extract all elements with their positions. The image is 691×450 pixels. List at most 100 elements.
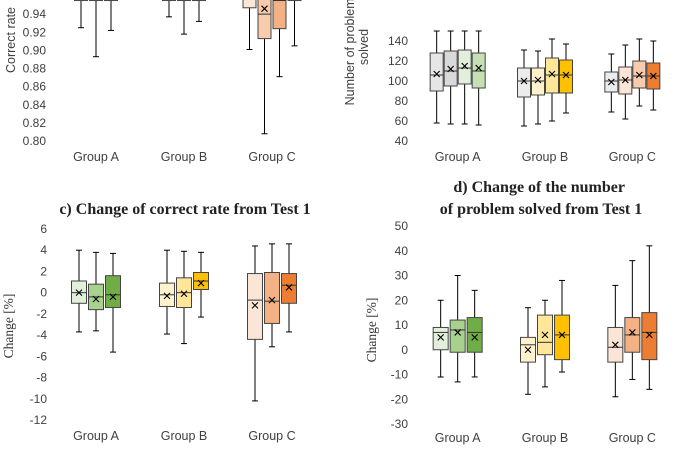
mean-marker <box>447 65 455 73</box>
box-iqr <box>257 0 272 40</box>
mean-marker <box>607 78 615 86</box>
mean-marker <box>454 329 462 336</box>
box-plot <box>159 249 175 335</box>
box-iqr <box>559 59 573 94</box>
box-plot <box>287 0 302 47</box>
box-plot <box>176 250 192 345</box>
y-axis-label: Number of problems solved <box>343 0 371 105</box>
mean-marker <box>548 70 556 78</box>
box-plot <box>429 30 444 124</box>
mean-marker <box>520 77 528 85</box>
y-tick-label: 20 <box>395 293 409 307</box>
plot-area <box>71 243 297 402</box>
y-tick-label: 80 <box>395 94 409 108</box>
box-plot <box>88 251 104 332</box>
mean-marker <box>437 333 445 341</box>
mean-marker <box>197 279 205 287</box>
box-iqr <box>457 49 472 85</box>
box-plot <box>247 245 263 402</box>
mean-marker <box>649 72 657 80</box>
box-plot <box>432 299 449 378</box>
box-plot <box>466 289 483 378</box>
mean-marker <box>475 64 483 72</box>
mean-marker <box>109 293 117 301</box>
mean-marker <box>163 292 171 300</box>
box-plot <box>641 245 658 390</box>
y-tick-label: 0 <box>401 343 408 357</box>
mean-marker <box>635 71 643 79</box>
panel-correct-rate: Correct rate 0.80 0.82 0.84 0.86 0.88 0.90 0.9… <box>4 0 302 164</box>
y-tick-label: 120 <box>388 54 408 68</box>
box-iqr <box>192 0 206 2</box>
panel-problems-solved: Number of problems solved 40 60 80 100 120 14… <box>343 0 661 164</box>
mean-marker <box>461 62 469 70</box>
plot-area <box>74 0 302 135</box>
x-category-label: Group B <box>522 150 569 164</box>
y-tick-label: 40 <box>395 244 409 258</box>
y-tick-label: 60 <box>395 114 409 128</box>
box-iqr <box>242 0 257 9</box>
y-axis-label-line-2: solved <box>357 29 371 65</box>
y-tick-label: 0.88 <box>23 62 47 76</box>
box-plot <box>104 0 118 31</box>
y-tick-label: -6 <box>36 349 47 363</box>
mean-marker <box>261 5 268 13</box>
y-tick-labels: -12 -10 -8 -6 -4 -2 0 2 4 6 <box>30 222 48 427</box>
mean-marker <box>180 290 188 298</box>
box-plot <box>545 38 559 122</box>
panel-change-correct-rate: c) Change of correct rate from Test 1 Ch… <box>1 201 311 443</box>
box-plot <box>554 279 570 373</box>
box-plot <box>162 0 176 18</box>
mean-marker <box>562 71 570 79</box>
box-plot <box>74 0 88 29</box>
mean-marker <box>92 295 100 303</box>
box-plot <box>624 260 641 380</box>
y-tick-label: 0.90 <box>23 43 47 57</box>
box-plot <box>192 0 206 22</box>
y-tick-label: 40 <box>395 134 409 148</box>
y-tick-label: 100 <box>388 74 408 88</box>
y-tick-label: 0.94 <box>23 7 47 21</box>
x-category-label: Group B <box>522 431 569 445</box>
plot-area <box>429 30 661 127</box>
box-plot <box>537 299 553 388</box>
box-plot <box>457 30 472 125</box>
box-iqr <box>89 0 103 2</box>
y-tick-label: 4 <box>40 243 47 257</box>
mean-marker <box>524 346 532 354</box>
plot-area <box>432 245 658 398</box>
x-category-label: Group C <box>609 431 656 445</box>
y-tick-label: -8 <box>36 371 47 385</box>
x-category-label: Group A <box>73 429 120 443</box>
panel-change-problems-solved: d) Change of the number of problem solve… <box>364 179 658 445</box>
box-iqr <box>517 67 531 98</box>
y-tick-label: -12 <box>30 413 48 427</box>
y-tick-label: -10 <box>391 368 409 382</box>
box-plot <box>89 0 103 58</box>
box-plot <box>105 252 121 353</box>
y-tick-label: 0.82 <box>23 116 47 130</box>
y-tick-label: 6 <box>40 222 47 236</box>
y-tick-label: -4 <box>36 328 47 342</box>
box-plot <box>471 30 486 126</box>
x-category-labels: Group A Group B Group C <box>73 150 296 164</box>
box-plot <box>281 243 297 333</box>
box-plot <box>559 43 573 114</box>
panel-title: c) Change of correct rate from Test 1 <box>59 201 310 218</box>
y-axis-label: Change [%] <box>364 298 379 363</box>
mean-marker <box>433 70 441 78</box>
mean-marker <box>251 302 259 309</box>
x-category-label: Group C <box>248 150 295 164</box>
mean-marker <box>558 331 566 339</box>
mean-marker <box>534 76 542 84</box>
panel-title: d) Change of the number of problem solve… <box>440 179 643 218</box>
box-plot <box>604 53 619 113</box>
mean-marker <box>541 331 549 339</box>
x-category-labels: Group A Group B Group C <box>73 429 296 443</box>
box-plot <box>531 50 545 125</box>
y-tick-label: 0 <box>40 286 47 300</box>
y-tick-label: 50 <box>395 219 409 233</box>
x-category-label: Group B <box>161 150 208 164</box>
y-tick-label: -30 <box>391 417 409 431</box>
